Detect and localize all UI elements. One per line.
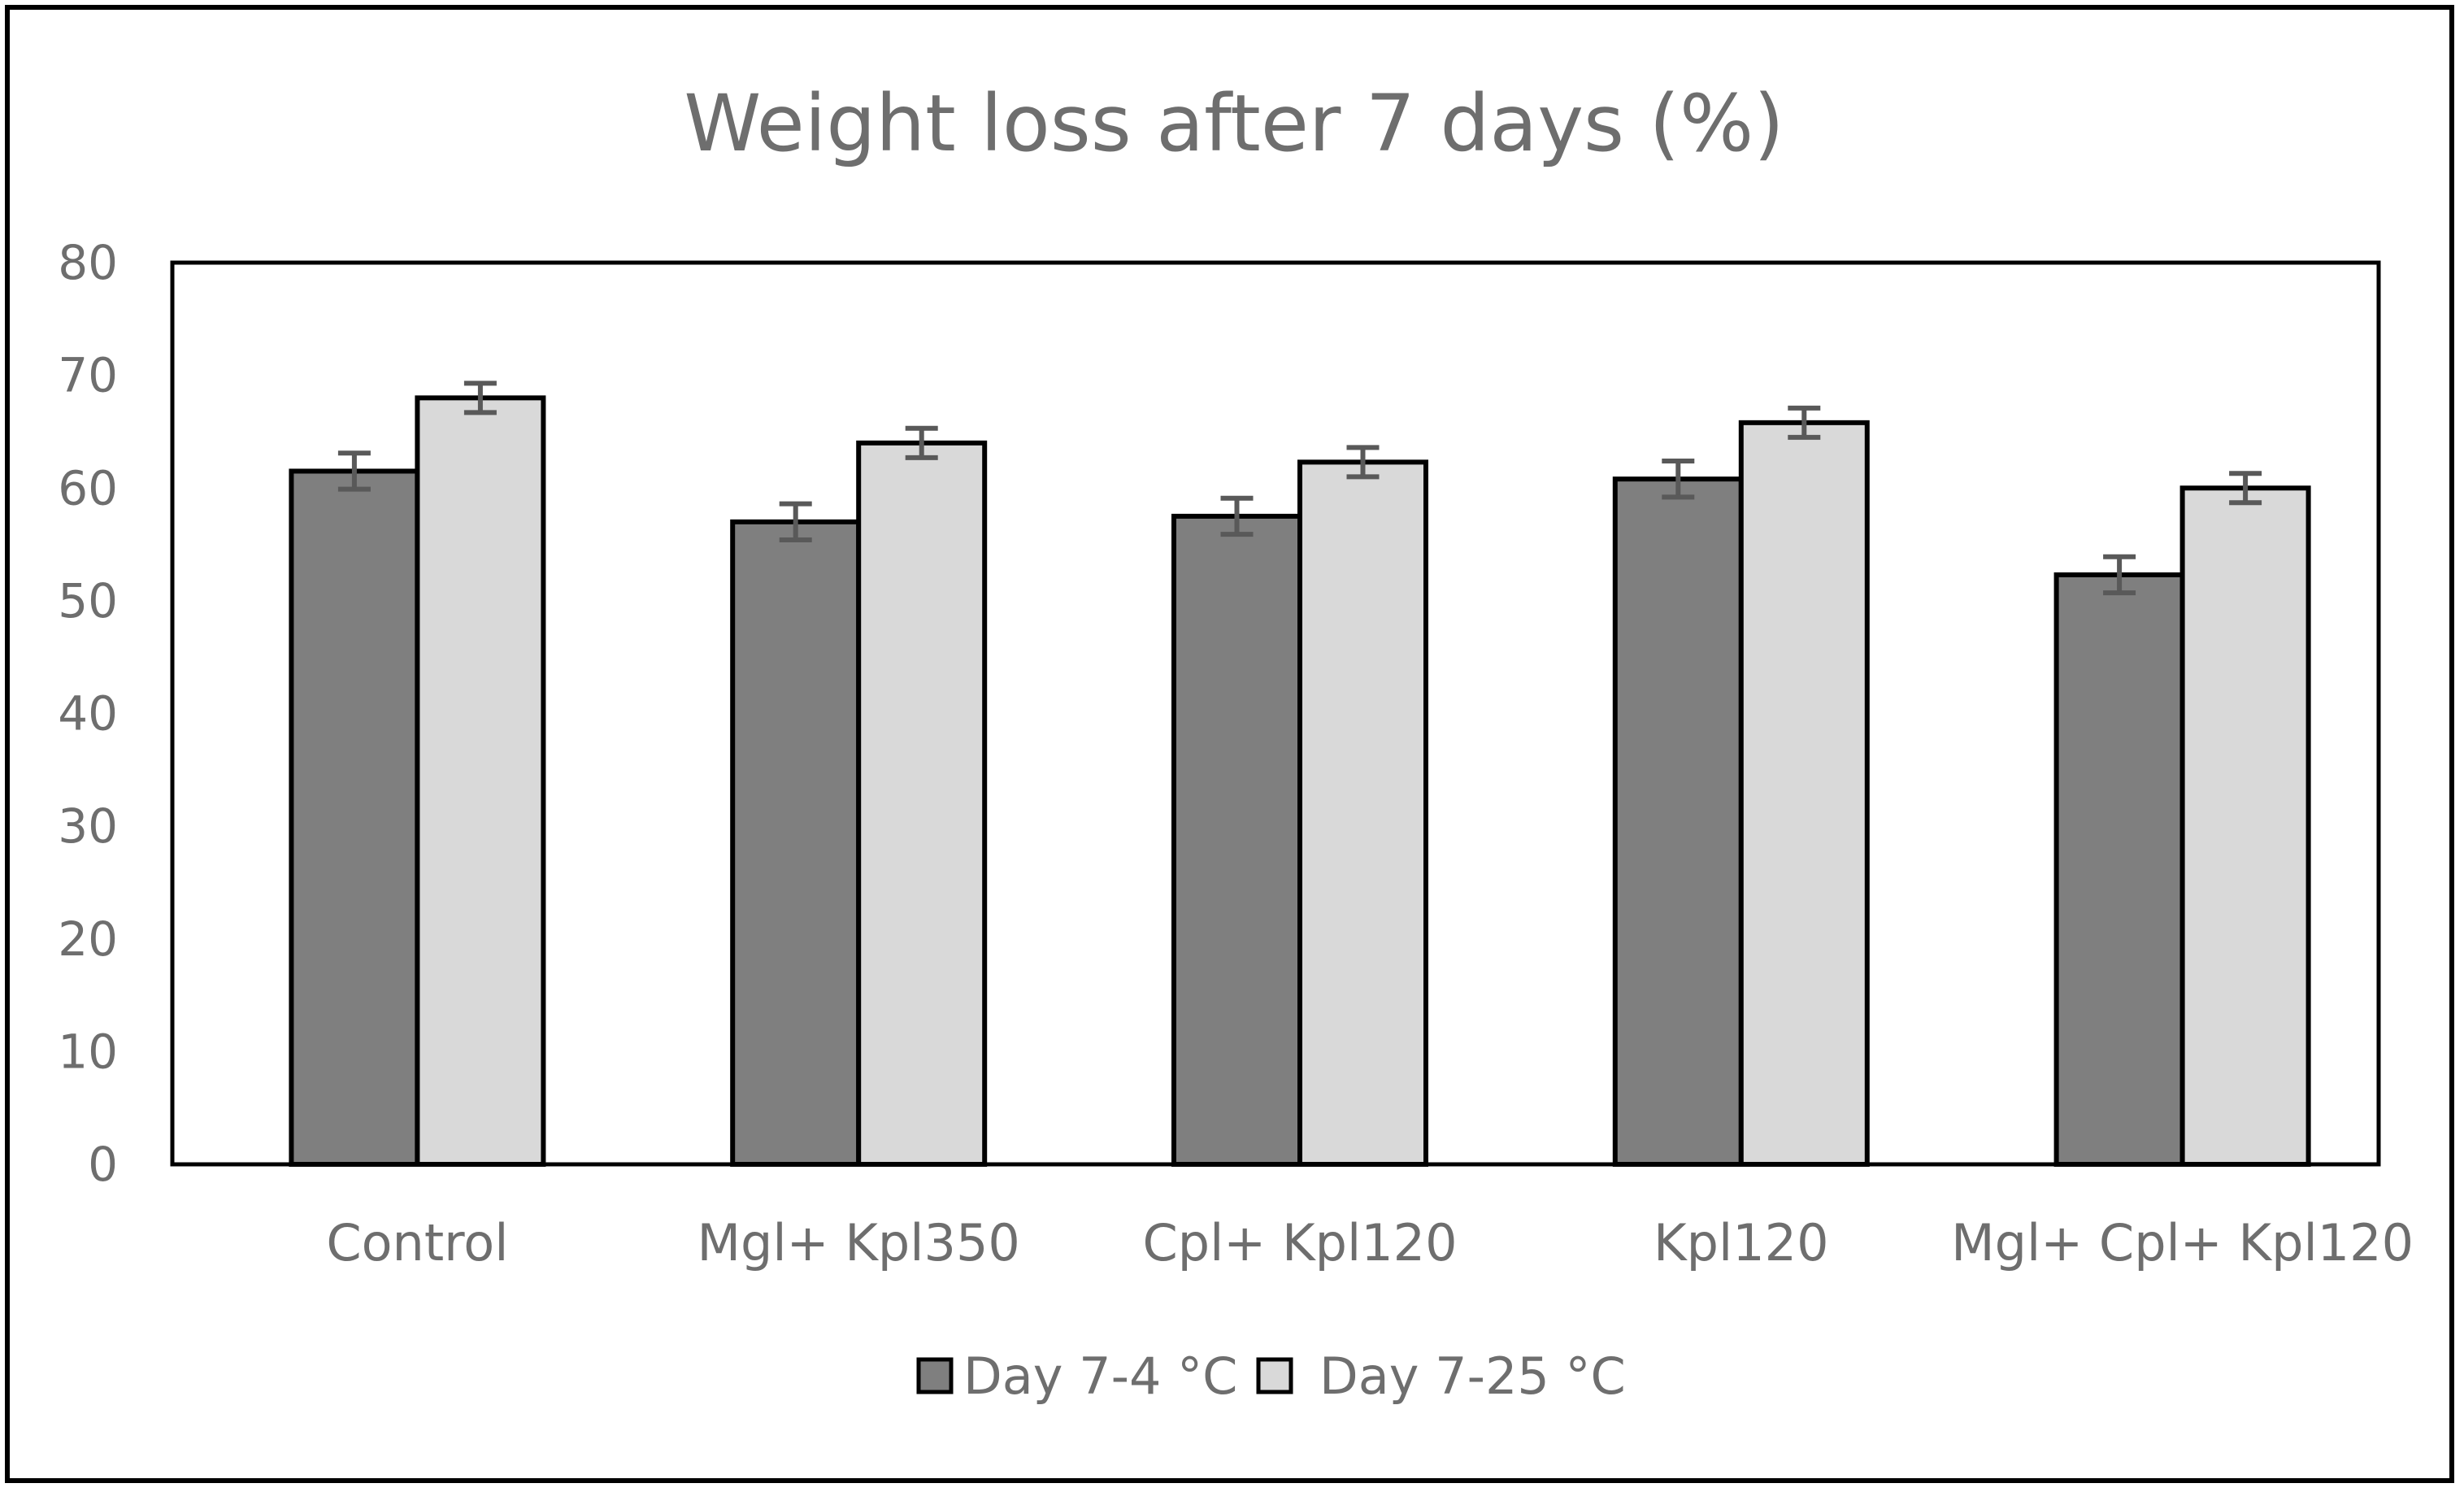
- error-bar: [337, 450, 371, 492]
- error-bar: [1662, 458, 1695, 500]
- x-category-label: Control: [326, 1213, 508, 1272]
- bar-day7-25c: [1738, 420, 1870, 1167]
- error-bar-group: [337, 381, 2262, 596]
- error-bar: [463, 381, 497, 415]
- bar-day7-25c: [2179, 485, 2311, 1167]
- error-bar: [2103, 554, 2136, 596]
- error-bar: [1346, 445, 1380, 480]
- legend-swatch: [916, 1357, 954, 1394]
- y-tick-label: 60: [58, 460, 118, 515]
- bar-day7-4c: [730, 519, 862, 1167]
- x-category-label: Cpl+ Kpl120: [1142, 1213, 1457, 1272]
- legend-swatch: [1256, 1357, 1293, 1394]
- error-bar: [905, 425, 938, 460]
- bar-day7-25c: [856, 440, 988, 1167]
- error-bar: [1220, 495, 1254, 537]
- bar-day7-25c: [1297, 459, 1428, 1167]
- legend: Day 7-4 °C Day 7-25 °C: [916, 1346, 1626, 1406]
- y-axis-tick-labels: 0 10 20 30 40 50 60 70 80: [58, 235, 118, 1192]
- x-category-label: Mgl+ Kpl350: [697, 1213, 1020, 1272]
- y-tick-label: 40: [58, 686, 118, 742]
- bar-day7-4c: [2053, 572, 2185, 1167]
- x-category-label: Kpl120: [1654, 1213, 1829, 1272]
- y-tick-label: 10: [58, 1024, 118, 1079]
- error-bar: [1788, 405, 1821, 440]
- x-axis-category-labels: Control Mgl+ Kpl350 Cpl+ Kpl120 Kpl120 Mgl+ …: [326, 1213, 2414, 1272]
- x-category-label: Mgl+ Cpl+ Kpl120: [1951, 1213, 2414, 1272]
- y-tick-label: 20: [58, 911, 118, 967]
- legend-label: Day 7-4 °C: [963, 1346, 1237, 1406]
- error-bar: [2229, 471, 2262, 506]
- bar-day7-4c: [1612, 476, 1744, 1167]
- bar-day7-4c: [1171, 513, 1302, 1167]
- y-tick-label: 50: [58, 573, 118, 629]
- y-tick-label: 0: [88, 1137, 118, 1192]
- legend-label: Day 7-25 °C: [1319, 1346, 1626, 1406]
- y-tick-label: 80: [58, 235, 118, 290]
- bar-day7-25c: [415, 395, 546, 1168]
- y-tick-label: 30: [58, 798, 118, 854]
- error-bar: [779, 501, 812, 543]
- chart-title: Weight loss after 7 days (%): [684, 78, 1784, 169]
- y-tick-label: 70: [58, 348, 118, 403]
- bar-day7-4c: [289, 468, 420, 1167]
